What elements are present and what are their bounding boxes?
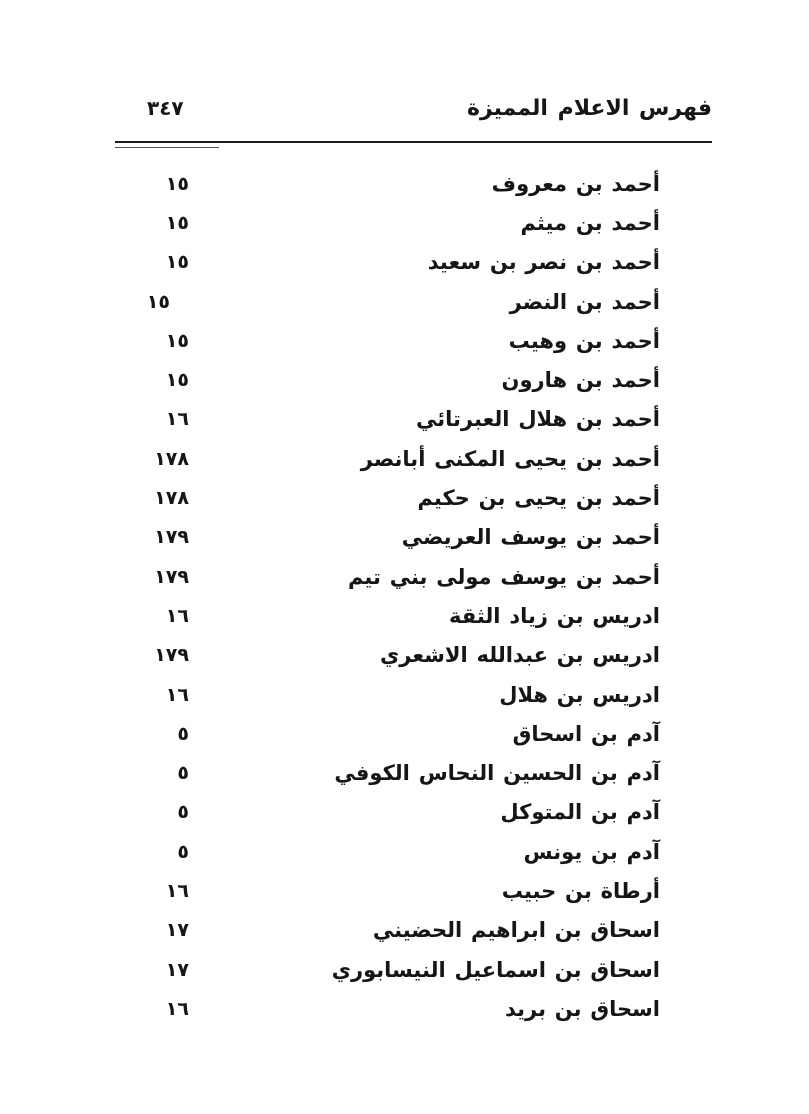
entry-name: آدم بن الحسين النحاس الكوفي: [334, 761, 660, 786]
index-entry-row: آدم بن يونس ٥: [125, 832, 660, 871]
index-entry-row: آدم بن الحسين النحاس الكوفي ٥: [125, 753, 660, 792]
entry-page-ref: ١٧: [165, 958, 189, 981]
entry-name: آدم بن اسحاق: [512, 721, 660, 746]
index-entry-row: أحمد بن النضر ١٥: [125, 282, 660, 321]
entry-name: أحمد بن هلال العبرتائي: [416, 407, 660, 432]
entry-name: اسحاق بن بريد: [504, 996, 660, 1021]
entry-page-ref: ٥: [177, 722, 189, 745]
index-list: أحمد بن معروف ١٥ أحمد بن ميثم ١٥ أحمد بن…: [125, 164, 660, 1029]
index-entry-row: اسحاق بن بريد ١٦: [125, 989, 660, 1028]
entry-page-ref: ١٦: [165, 408, 189, 431]
entry-name: أحمد بن نصر بن سعيد: [427, 250, 660, 275]
entry-name: ادريس بن عبدالله الاشعري: [380, 643, 660, 668]
entry-page-ref: ١٦: [165, 683, 189, 706]
index-entry-row: أحمد بن يوسف العريضي ١٧٩: [125, 518, 660, 557]
entry-name: آدم بن يونس: [523, 839, 660, 864]
entry-page-ref: ١٧٩: [154, 644, 189, 667]
index-entry-row: اسحاق بن اسماعيل النيسابوري ١٧: [125, 950, 660, 989]
index-entry-row: أحمد بن هارون ١٥: [125, 360, 660, 399]
entry-page-ref: ١٥: [165, 211, 189, 234]
entry-page-ref: ٥: [177, 801, 189, 824]
header-divider: [115, 141, 712, 143]
index-entry-row: أحمد بن معروف ١٥: [125, 164, 660, 203]
index-entry-row: ادريس بن عبدالله الاشعري ١٧٩: [125, 636, 660, 675]
entry-page-ref: ٥: [177, 840, 189, 863]
entry-page-ref: ١٥: [165, 172, 189, 195]
page-title: فهرس الاعلام المميزة: [466, 96, 712, 121]
index-entry-row: أحمد بن نصر بن سعيد ١٥: [125, 243, 660, 282]
entry-name: أرطاة بن حبيب: [501, 878, 660, 903]
index-entry-row: أحمد بن وهيب ١٥: [125, 321, 660, 360]
entry-page-ref: ١٦: [165, 997, 189, 1020]
entry-page-ref: ١٧٩: [154, 565, 189, 588]
entry-name: أحمد بن وهيب: [508, 328, 660, 353]
index-entry-row: ادريس بن زياد الثقة ١٦: [125, 596, 660, 635]
entry-page-ref: ١٥: [165, 251, 189, 274]
index-entry-row: أرطاة بن حبيب ١٦: [125, 871, 660, 910]
entry-page-ref: ٥: [177, 762, 189, 785]
header-divider-echo: [115, 147, 219, 148]
index-entry-row: أحمد بن يحيى بن حكيم ١٧٨: [125, 478, 660, 517]
entry-page-ref: ١٧٩: [154, 526, 189, 549]
entry-page-ref: ١٥: [165, 329, 189, 352]
index-entry-row: أحمد بن ميثم ١٥: [125, 203, 660, 242]
index-entry-row: أحمد بن يحيى المكنى أبانصر ١٧٨: [125, 439, 660, 478]
folio-number: ٣٤٧: [147, 96, 184, 120]
entry-page-ref: ١٦: [165, 879, 189, 902]
entry-name: اسحاق بن اسماعيل النيسابوري: [331, 957, 660, 982]
index-entry-row: اسحاق بن ابراهيم الحضيني ١٧: [125, 911, 660, 950]
index-entry-row: أحمد بن يوسف مولى بني تيم ١٧٩: [125, 557, 660, 596]
entry-name: ادريس بن زياد الثقة: [449, 603, 660, 628]
index-entry-row: أحمد بن هلال العبرتائي ١٦: [125, 400, 660, 439]
entry-page-ref: ١٥: [146, 290, 170, 313]
entry-page-ref: ١٧٨: [154, 487, 189, 510]
entry-name: أحمد بن يحيى بن حكيم: [417, 486, 660, 511]
entry-page-ref: ١٥: [165, 369, 189, 392]
entry-name: آدم بن المتوكل: [500, 800, 660, 825]
entry-name: أحمد بن يوسف مولى بني تيم: [347, 564, 660, 589]
entry-page-ref: ١٦: [165, 604, 189, 627]
entry-name: أحمد بن هارون: [501, 368, 660, 393]
entry-name: اسحاق بن ابراهيم الحضيني: [372, 918, 660, 943]
entry-page-ref: ١٧٨: [154, 447, 189, 470]
entry-name: ادريس بن هلال: [499, 682, 660, 707]
entry-name: أحمد بن يحيى المكنى أبانصر: [360, 446, 660, 471]
entry-name: أحمد بن معروف: [491, 171, 660, 196]
index-entry-row: آدم بن المتوكل ٥: [125, 793, 660, 832]
entry-page-ref: ١٧: [165, 919, 189, 942]
index-entry-row: ادريس بن هلال ١٦: [125, 675, 660, 714]
entry-name: أحمد بن يوسف العريضي: [401, 525, 660, 550]
entry-name: أحمد بن النضر: [509, 289, 660, 314]
index-entry-row: آدم بن اسحاق ٥: [125, 714, 660, 753]
page-header: فهرس الاعلام المميزة ٣٤٧: [147, 96, 712, 121]
entry-name: أحمد بن ميثم: [520, 210, 660, 235]
